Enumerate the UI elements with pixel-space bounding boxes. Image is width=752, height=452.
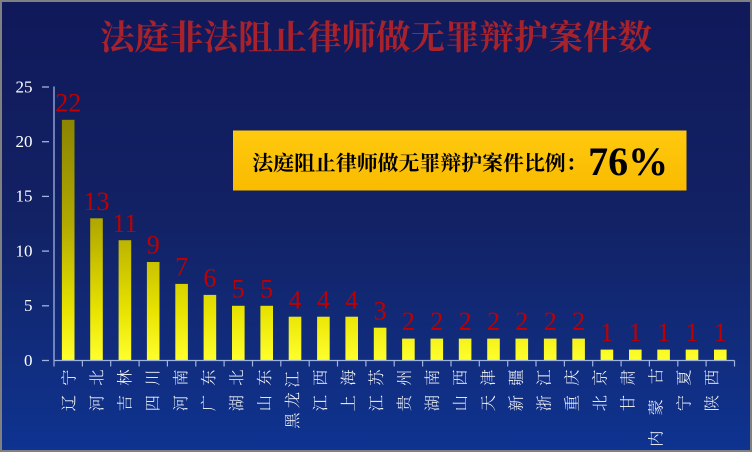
svg-text:0: 0 bbox=[24, 351, 33, 370]
svg-text:1: 1 bbox=[600, 318, 613, 347]
svg-text:1: 1 bbox=[629, 318, 642, 347]
svg-text:6: 6 bbox=[203, 264, 216, 293]
svg-text:4: 4 bbox=[289, 285, 302, 314]
svg-text:13: 13 bbox=[84, 187, 110, 216]
svg-text:76%: 76% bbox=[588, 139, 668, 184]
svg-text:10: 10 bbox=[16, 241, 33, 260]
svg-text:2: 2 bbox=[544, 307, 557, 336]
svg-text:2: 2 bbox=[487, 307, 500, 336]
svg-text:1: 1 bbox=[657, 318, 670, 347]
svg-text:2: 2 bbox=[515, 307, 528, 336]
svg-text:5: 5 bbox=[232, 274, 245, 303]
svg-text:15: 15 bbox=[16, 187, 33, 206]
svg-text:22: 22 bbox=[55, 88, 81, 117]
svg-text:3: 3 bbox=[374, 296, 387, 325]
svg-text:4: 4 bbox=[345, 285, 358, 314]
svg-text:2: 2 bbox=[430, 307, 443, 336]
svg-text:25: 25 bbox=[16, 77, 33, 96]
svg-text:5: 5 bbox=[24, 296, 33, 315]
svg-text:1: 1 bbox=[686, 318, 699, 347]
svg-text:9: 9 bbox=[147, 231, 160, 260]
svg-text:2: 2 bbox=[402, 307, 415, 336]
svg-text:2: 2 bbox=[459, 307, 472, 336]
svg-text:7: 7 bbox=[175, 253, 188, 282]
svg-text:1: 1 bbox=[714, 318, 727, 347]
svg-text:2: 2 bbox=[572, 307, 585, 336]
svg-text:5: 5 bbox=[260, 274, 273, 303]
svg-text:20: 20 bbox=[16, 132, 33, 151]
svg-text:4: 4 bbox=[317, 285, 330, 314]
svg-text:11: 11 bbox=[112, 209, 137, 238]
